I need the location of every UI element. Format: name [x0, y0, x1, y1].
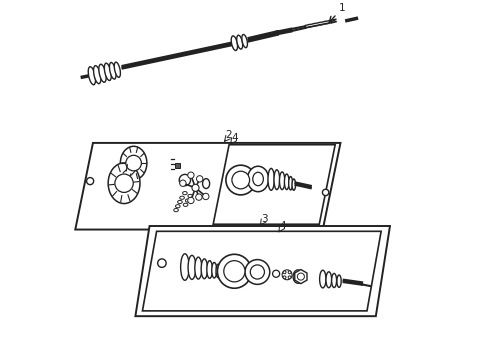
Ellipse shape	[326, 272, 332, 288]
Ellipse shape	[180, 196, 184, 199]
Ellipse shape	[183, 192, 187, 195]
Ellipse shape	[183, 203, 188, 206]
Circle shape	[288, 271, 291, 274]
Circle shape	[322, 189, 329, 195]
Circle shape	[192, 184, 199, 192]
Ellipse shape	[121, 146, 147, 180]
Circle shape	[196, 176, 203, 182]
Ellipse shape	[292, 179, 295, 190]
Ellipse shape	[104, 63, 111, 81]
Circle shape	[158, 259, 166, 267]
Polygon shape	[75, 143, 341, 230]
Ellipse shape	[178, 201, 182, 203]
Text: 3: 3	[261, 214, 268, 224]
Circle shape	[180, 180, 186, 186]
Ellipse shape	[274, 170, 280, 190]
Ellipse shape	[195, 257, 202, 279]
Ellipse shape	[293, 270, 303, 283]
Ellipse shape	[114, 62, 121, 77]
Circle shape	[226, 165, 256, 195]
Ellipse shape	[242, 35, 247, 48]
Text: 2: 2	[225, 130, 232, 140]
Ellipse shape	[201, 259, 208, 279]
Ellipse shape	[237, 35, 243, 49]
Circle shape	[245, 260, 270, 284]
Circle shape	[188, 172, 194, 178]
Ellipse shape	[289, 176, 293, 190]
Circle shape	[282, 270, 292, 280]
Ellipse shape	[108, 163, 140, 203]
Text: 1: 1	[339, 3, 345, 13]
Ellipse shape	[279, 172, 285, 190]
Bar	[175, 163, 180, 168]
Circle shape	[224, 261, 245, 282]
Ellipse shape	[268, 168, 274, 190]
Ellipse shape	[88, 67, 96, 85]
Ellipse shape	[319, 270, 326, 288]
Polygon shape	[213, 145, 335, 224]
Ellipse shape	[174, 208, 178, 212]
Ellipse shape	[188, 194, 193, 198]
Circle shape	[202, 193, 209, 200]
Ellipse shape	[109, 63, 116, 79]
Circle shape	[272, 270, 280, 277]
Polygon shape	[295, 270, 307, 284]
Circle shape	[179, 174, 191, 186]
Ellipse shape	[332, 273, 337, 288]
Ellipse shape	[185, 199, 190, 202]
Circle shape	[218, 254, 251, 288]
Ellipse shape	[207, 261, 213, 278]
Ellipse shape	[337, 275, 341, 287]
Text: 4: 4	[232, 133, 238, 143]
Ellipse shape	[181, 254, 189, 280]
Circle shape	[115, 174, 133, 193]
Ellipse shape	[99, 64, 106, 82]
Polygon shape	[143, 231, 381, 311]
Text: 4: 4	[280, 221, 286, 231]
Circle shape	[297, 273, 304, 280]
Circle shape	[288, 276, 291, 279]
Circle shape	[196, 194, 202, 200]
Circle shape	[126, 155, 142, 171]
Ellipse shape	[253, 172, 264, 186]
Ellipse shape	[94, 66, 101, 84]
Circle shape	[283, 276, 286, 279]
Circle shape	[87, 177, 94, 185]
Circle shape	[188, 197, 194, 204]
Circle shape	[250, 265, 265, 279]
Circle shape	[283, 271, 286, 274]
Ellipse shape	[188, 255, 196, 279]
Ellipse shape	[202, 179, 210, 189]
Ellipse shape	[231, 36, 238, 50]
Ellipse shape	[216, 264, 220, 278]
Polygon shape	[135, 226, 390, 316]
Ellipse shape	[247, 166, 269, 192]
Ellipse shape	[175, 204, 180, 208]
Circle shape	[232, 171, 249, 189]
Ellipse shape	[284, 174, 289, 190]
Ellipse shape	[212, 262, 217, 278]
